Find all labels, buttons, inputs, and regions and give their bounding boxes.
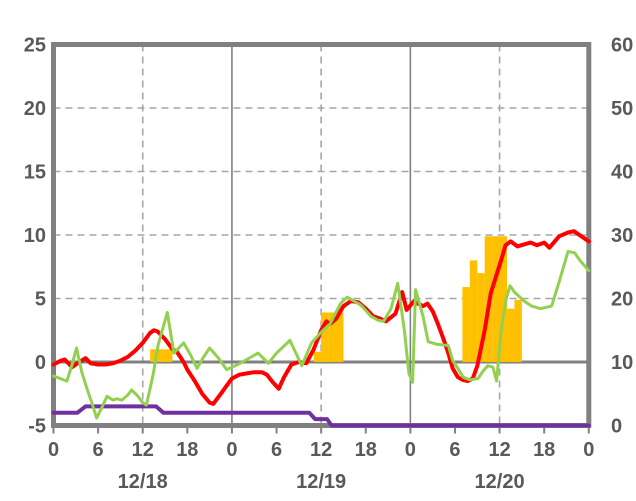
precip-bar [328,312,337,362]
purple-snow-depth-line [51,404,591,428]
x-axis-hour-label: 18 [533,439,555,461]
left-axis-tick-label: 15 [24,162,46,184]
left-axis-tick-label: 25 [24,35,46,57]
x-axis-date-label: 12/18 [118,471,168,493]
right-axis-tick-label: 60 [611,35,633,57]
precip-bar [499,236,508,362]
right-axis-tick-label: 50 [611,98,633,120]
x-axis-date-label: 12/19 [296,471,346,493]
right-axis-tick-label: 30 [611,225,633,247]
x-axis-hour-label: 12 [310,439,332,461]
x-axis-hour-label: 0 [583,439,594,461]
x-axis-hour-label: 0 [405,439,416,461]
precip-bar [157,349,166,362]
x-axis-hour-label: 6 [93,439,104,461]
x-axis-hour-label: 12 [132,439,154,461]
precip-bar [469,260,478,362]
precip-bar [165,349,173,362]
precip-bar [492,236,500,362]
precip-bar [462,287,470,362]
precip-bar [150,349,158,362]
precip-bar [321,312,329,362]
right-axis-tick-label: 20 [611,289,633,311]
left-axis-tick-label: 10 [24,225,46,247]
green-line [52,250,591,420]
red-temperature-line [51,229,591,406]
right-axis-tick-label: 40 [611,162,633,184]
precip-bar [313,351,322,362]
x-axis-hour-label: 18 [176,439,198,461]
x-axis-hour-label: 6 [449,439,460,461]
x-axis-hour-label: 18 [355,439,377,461]
x-axis-hour-label: 12 [488,439,510,461]
precip-bar [514,299,522,362]
precip-bar [336,312,344,362]
precip-bar [507,308,515,362]
plot-border [51,42,592,428]
right-axis-tick-label: 0 [611,416,622,438]
left-axis-tick-label: 5 [35,289,46,311]
left-axis-tick-label: 20 [24,98,46,120]
precip-bar [477,273,485,362]
left-axis-tick-label: -5 [28,416,46,438]
left-axis-tick-label: 0 [35,352,46,374]
x-axis-hour-label: 0 [48,439,59,461]
x-axis-hour-label: 6 [271,439,282,461]
right-axis-tick-label: 10 [611,352,633,374]
x-axis-hour-label: 0 [226,439,237,461]
x-axis-date-label: 12/20 [475,471,525,493]
